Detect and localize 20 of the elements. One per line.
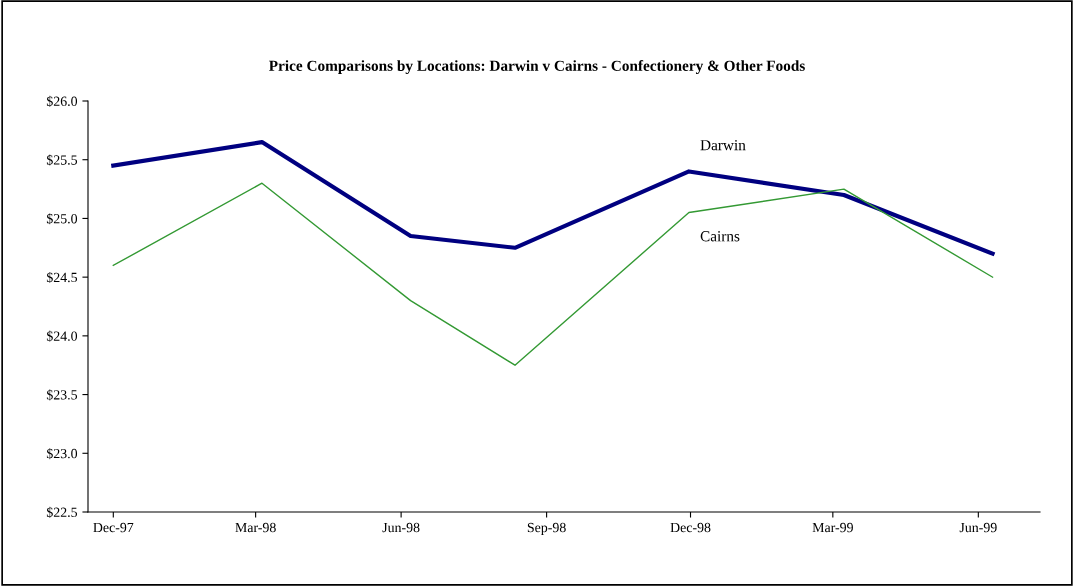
x-tick-label: Jun-99 bbox=[959, 522, 997, 533]
y-tick-label: $26.0 bbox=[46, 95, 78, 107]
series-label: Darwin bbox=[700, 140, 746, 151]
x-tick-label: Dec-97 bbox=[93, 522, 134, 533]
y-tick-label: $22.5 bbox=[46, 506, 78, 518]
y-tick-label: $25.0 bbox=[46, 213, 78, 225]
x-tick-label: Dec-98 bbox=[670, 522, 711, 533]
y-tick-label: $24.5 bbox=[46, 271, 78, 284]
x-tick-label: Jun-98 bbox=[382, 522, 420, 533]
line-series bbox=[112, 182, 994, 366]
x-tick-label: Sep-98 bbox=[527, 522, 566, 536]
y-tick-label: $23.5 bbox=[46, 389, 78, 401]
chart-title: Price Comparisons by Locations: Darwin v Cairns - Confectionery & Other Foods bbox=[269, 60, 805, 75]
y-tick-label: $25.5 bbox=[46, 154, 78, 166]
y-tick-label: $23.0 bbox=[46, 448, 78, 460]
line-series bbox=[111, 140, 995, 256]
series-label: Cairns bbox=[700, 231, 740, 242]
y-tick-label: $24.0 bbox=[46, 330, 78, 342]
x-tick-label: Mar-99 bbox=[812, 522, 853, 533]
x-tick-label: Mar-98 bbox=[235, 522, 276, 533]
